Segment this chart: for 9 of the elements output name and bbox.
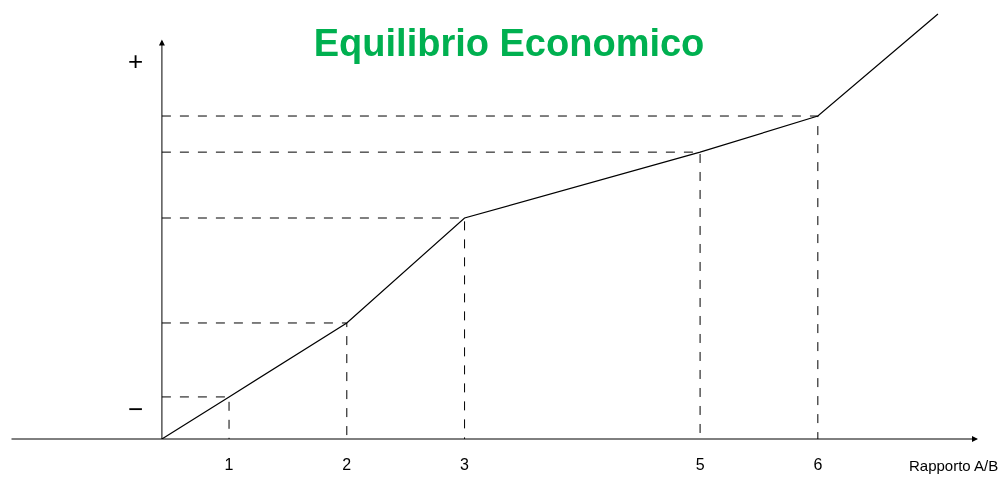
annotation: − xyxy=(128,394,144,424)
x-tick-label: 3 xyxy=(460,456,470,473)
chart-title: Equilibrio Economico xyxy=(313,22,705,65)
x-tick-label: 1 xyxy=(224,456,234,473)
x-axis-title: Rapporto A/B xyxy=(909,457,999,474)
annotation: + xyxy=(128,46,144,76)
x-tick-label: 2 xyxy=(342,456,352,473)
x-tick-label: 6 xyxy=(813,456,823,473)
x-tick-label: 5 xyxy=(695,456,705,473)
